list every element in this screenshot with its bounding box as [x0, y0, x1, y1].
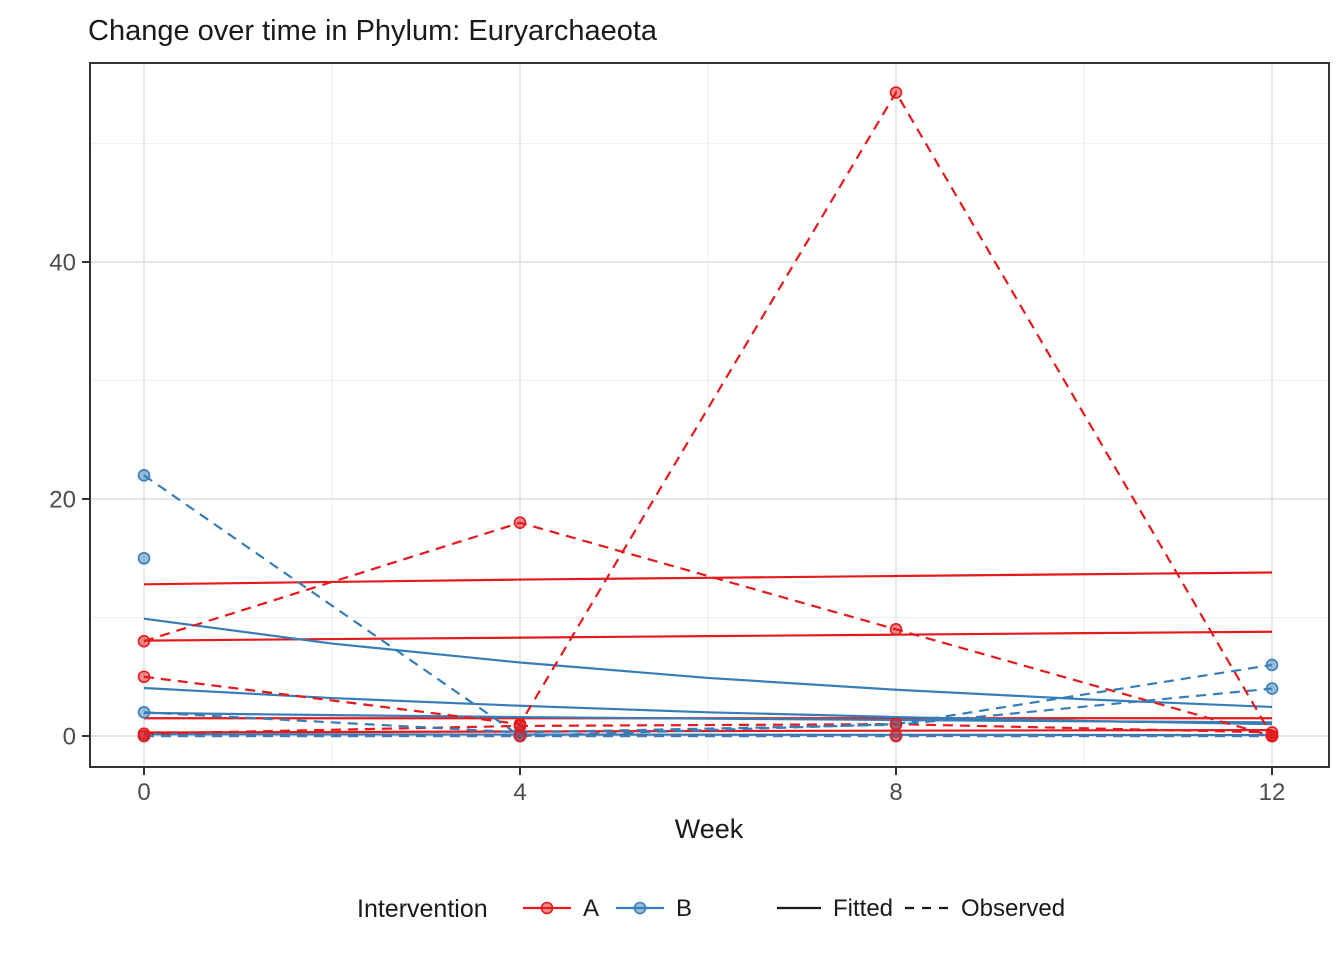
x-tick-label: 8: [889, 779, 902, 806]
observed-point-B: [137, 705, 151, 719]
legend-key-b-point: [633, 901, 647, 915]
observed-point-A: [889, 717, 903, 731]
observed-point-A: [889, 623, 903, 636]
B-fitted-line: [143, 617, 1273, 709]
B-fitted-line: [143, 711, 1273, 724]
legend-label-b: B: [676, 895, 692, 922]
A-observed-line: [143, 90, 1273, 737]
B-observed-line: [143, 687, 1273, 734]
panel-border: [89, 62, 1330, 768]
observed-point-A: [513, 729, 527, 743]
observed-point-A: [137, 729, 151, 743]
observed-point-A: [1265, 729, 1279, 743]
data-series-lines: [143, 90, 1273, 738]
y-tick-label: 40: [49, 250, 76, 277]
A-observed-line: [143, 723, 1273, 735]
x-tick-label: 0: [137, 779, 150, 806]
legend-label-fitted: Fitted: [833, 895, 893, 922]
legend-title: Intervention: [357, 895, 488, 923]
x-tick-label: 12: [1259, 779, 1286, 806]
plot-panel: [90, 63, 1329, 767]
observed-point-B: [1265, 682, 1279, 695]
observed-point-B: [137, 551, 151, 565]
axis-ticks: 0 20 40 0 4 8 12: [49, 250, 1285, 807]
legend-keys: [523, 901, 949, 915]
observed-point-A: [889, 729, 903, 743]
B-observed-line: [143, 474, 1273, 738]
A-fitted-line: [143, 630, 1273, 642]
legend-label-a: A: [583, 895, 599, 922]
A-fitted-line: [143, 571, 1273, 586]
observed-point-B: [137, 468, 151, 482]
observed-point-B: [1265, 658, 1279, 672]
y-tick-label: 0: [63, 724, 76, 751]
y-tick-label: 20: [49, 487, 76, 514]
legend-label-observed: Observed: [961, 895, 1065, 922]
legend-key-a-point: [540, 901, 554, 915]
chart-title: Change over time in Phylum: Euryarchaeot…: [88, 15, 658, 47]
data-points: [137, 86, 1279, 743]
legend: Intervention A B Fitted Observed: [357, 895, 1065, 923]
x-axis-title: Week: [675, 814, 744, 844]
observed-point-A: [137, 634, 151, 648]
observed-point-A: [513, 516, 527, 530]
observed-point-A: [137, 670, 151, 684]
x-tick-label: 4: [513, 779, 526, 806]
observed-point-A: [889, 86, 903, 99]
A-fitted-line: [143, 728, 1273, 734]
